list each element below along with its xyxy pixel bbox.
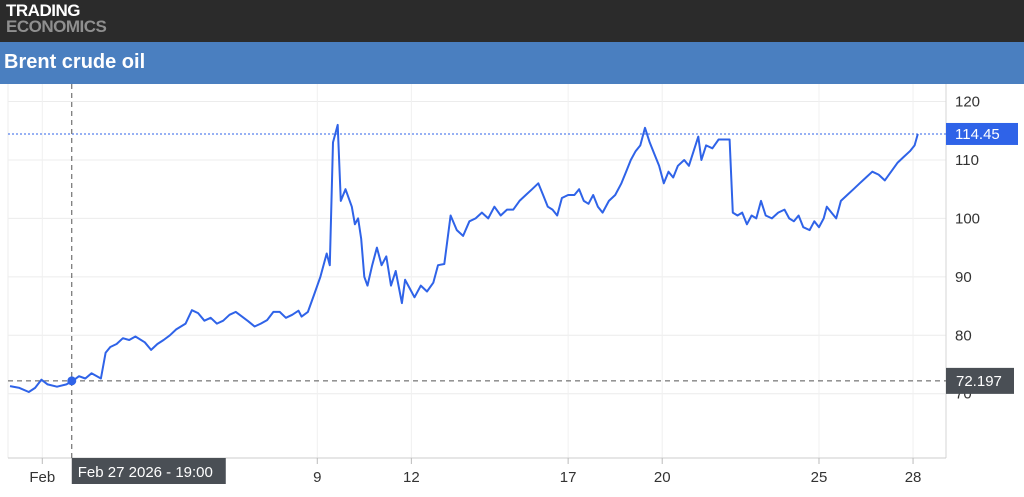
crosshair <box>8 84 946 458</box>
y-tick-120: 120 <box>955 94 980 111</box>
series-line-brent[interactable] <box>9 123 919 393</box>
chart-title: Brent crude oil <box>4 51 146 73</box>
crosshair-date-badge <box>71 458 226 484</box>
crosshair-value-label: 72.197 <box>956 373 1002 390</box>
trading-economics-logo[interactable]: TRADING ECONOMICS <box>6 1 107 36</box>
x-tick-9: 9 <box>313 469 321 486</box>
chart-grid <box>8 84 946 458</box>
y-tick-110: 110 <box>955 152 979 169</box>
logo-line-2: ECONOMICS <box>6 17 107 36</box>
crosshair-point <box>67 376 77 386</box>
y-tick-80: 80 <box>955 327 972 344</box>
crosshair-date-label: Feb 27 2026 - 19:00 <box>78 464 213 481</box>
y-tick-90: 90 <box>955 269 972 286</box>
y-tick-100: 100 <box>955 210 980 227</box>
crosshair-value-badge <box>946 367 1014 394</box>
top-bar: TRADING ECONOMICS <box>0 0 1024 42</box>
value-badges: 114.45 72.197 Feb 27 2026 - 19:00 <box>71 122 1018 484</box>
x-tick-17: 17 <box>560 469 577 486</box>
x-tick-28: 28 <box>905 469 922 486</box>
x-axis-ticks: Feb 9 12 17 20 25 28 <box>29 458 921 486</box>
title-bar: Brent crude oil <box>0 42 1024 84</box>
x-tick-25: 25 <box>811 469 828 486</box>
x-tick-12: 12 <box>403 469 420 486</box>
current-value-label: 114.45 <box>955 126 1000 143</box>
x-tick-20: 20 <box>654 469 671 486</box>
current-value-badge <box>946 122 1018 145</box>
x-tick-Feb: Feb <box>29 469 55 486</box>
logo-line-1: TRADING <box>6 1 80 20</box>
